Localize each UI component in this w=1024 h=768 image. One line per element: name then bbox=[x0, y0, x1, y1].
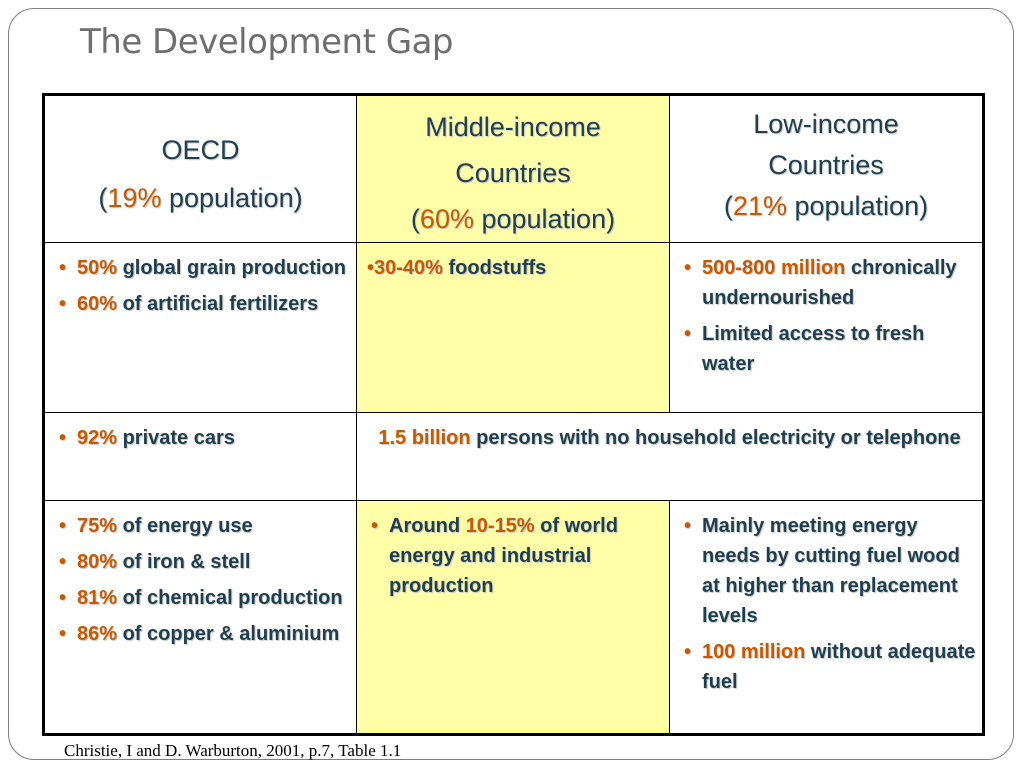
header-low-line2: Countries bbox=[768, 150, 884, 180]
cell-low-food: 500-800 million chronically undernourish… bbox=[669, 242, 984, 413]
list-item: 50% global grain production bbox=[59, 253, 350, 283]
list-item: 92% private cars bbox=[59, 423, 350, 453]
list-item: Around 10-15% of world energy and indust… bbox=[371, 511, 663, 601]
cell-oecd-food: 50% global grain production 60% of artif… bbox=[43, 242, 357, 413]
list-item: 80% of iron & stell bbox=[59, 547, 350, 577]
cell-middle-energy: Around 10-15% of world energy and indust… bbox=[356, 500, 670, 735]
cell-oecd-energy: 75% of energy use 80% of iron & stell 81… bbox=[43, 500, 357, 735]
slide-frame bbox=[8, 8, 1014, 760]
header-oecd-name: OECD bbox=[161, 135, 240, 165]
header-oecd: OECD (19% population) bbox=[43, 94, 357, 243]
header-middle-population: (60% population) bbox=[410, 204, 616, 234]
header-middle-line1: Middle-income bbox=[425, 112, 601, 142]
list-item: Limited access to fresh water bbox=[684, 319, 976, 379]
list-item: 75% of energy use bbox=[59, 511, 350, 541]
cell-merged-electricity: 1.5 billion persons with no household el… bbox=[356, 412, 984, 501]
header-low-line1: Low-income bbox=[753, 109, 899, 139]
slide-title: The Development Gap bbox=[80, 22, 454, 62]
header-low-pct: 21% bbox=[732, 191, 787, 221]
header-row: OECD (19% population) Middle-income Coun… bbox=[43, 94, 984, 243]
list-item: 100 million without adequate fuel bbox=[684, 637, 976, 697]
list-item: Mainly meeting energy needs by cutting f… bbox=[684, 511, 976, 631]
source-citation: Christie, I and D. Warburton, 2001, p.7,… bbox=[64, 741, 402, 760]
cell-oecd-cars: 92% private cars bbox=[43, 412, 357, 501]
list-item: 81% of chemical production bbox=[59, 583, 350, 613]
header-middle-pct: 60% bbox=[419, 204, 474, 234]
development-gap-table: OECD (19% population) Middle-income Coun… bbox=[42, 93, 985, 736]
header-low-population: (21% population) bbox=[723, 191, 929, 221]
cell-middle-food: •30-40% foodstuffs bbox=[356, 242, 670, 413]
energy-row: 75% of energy use 80% of iron & stell 81… bbox=[43, 500, 984, 735]
electricity-text: 1.5 billion persons with no household el… bbox=[378, 427, 961, 449]
header-middle-income: Middle-income Countries (60% population) bbox=[356, 94, 670, 243]
list-item: 86% of copper & aluminium bbox=[59, 619, 350, 649]
list-item: 60% of artificial fertilizers bbox=[59, 289, 350, 319]
header-low-income: Low-income Countries (21% population) bbox=[669, 94, 984, 243]
middle-food-text: •30-40% foodstuffs bbox=[367, 257, 547, 279]
header-oecd-population: (19% population) bbox=[98, 183, 303, 213]
list-item: 500-800 million chronically undernourish… bbox=[684, 253, 976, 313]
header-oecd-pct: 19% bbox=[107, 183, 162, 213]
cell-low-energy: Mainly meeting energy needs by cutting f… bbox=[669, 500, 984, 735]
food-row: 50% global grain production 60% of artif… bbox=[43, 242, 984, 413]
cars-row: 92% private cars 1.5 billion persons wit… bbox=[43, 412, 984, 501]
header-middle-line2: Countries bbox=[455, 158, 571, 188]
